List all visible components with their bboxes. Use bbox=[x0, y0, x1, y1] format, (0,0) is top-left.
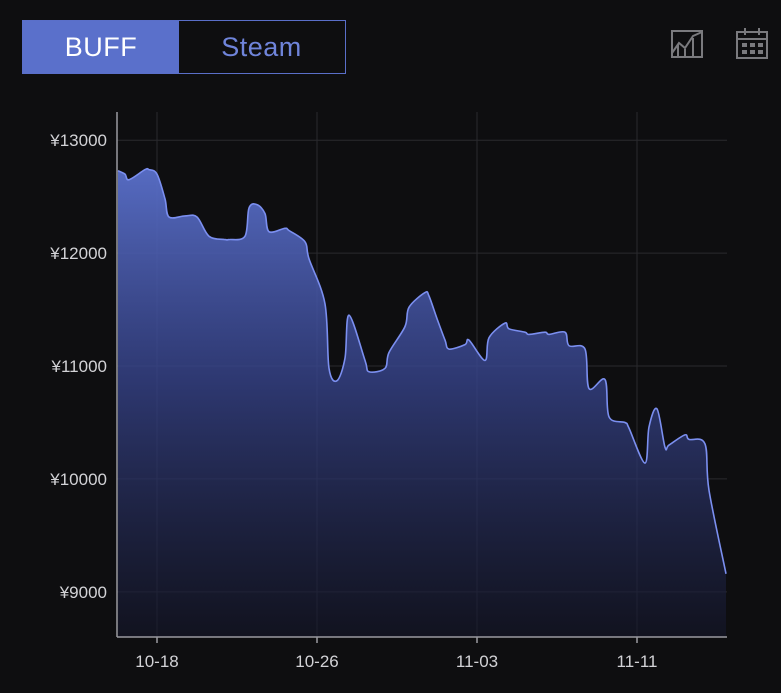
y-tick-label: ¥11000 bbox=[51, 357, 107, 376]
source-tabs: BUFF Steam bbox=[22, 20, 346, 74]
calendar-icon[interactable] bbox=[732, 24, 772, 64]
price-line bbox=[117, 167, 727, 574]
y-tick-label: ¥13000 bbox=[49, 131, 107, 150]
tab-steam[interactable]: Steam bbox=[179, 21, 344, 73]
y-tick-label: ¥10000 bbox=[49, 470, 107, 489]
y-tick-label: ¥12000 bbox=[49, 244, 107, 263]
tab-buff[interactable]: BUFF bbox=[23, 21, 179, 73]
x-tick-label: 10-18 bbox=[135, 652, 178, 671]
x-tick-label: 11-03 bbox=[456, 652, 498, 671]
x-tick-label: 10-26 bbox=[295, 652, 338, 671]
line-chart-icon[interactable] bbox=[667, 24, 707, 64]
x-tick-label: 11-11 bbox=[617, 652, 658, 671]
y-tick-label: ¥9000 bbox=[59, 583, 107, 602]
price-area bbox=[118, 168, 726, 637]
